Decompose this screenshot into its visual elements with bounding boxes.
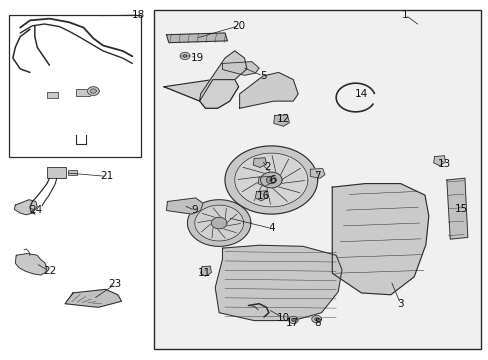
Polygon shape (183, 54, 186, 57)
Polygon shape (90, 89, 96, 93)
Polygon shape (266, 176, 276, 184)
Polygon shape (288, 316, 298, 323)
Text: 3: 3 (396, 299, 403, 309)
Text: 12: 12 (276, 114, 289, 124)
Bar (9, 15, 141, 157)
Text: 23: 23 (108, 279, 122, 289)
Text: 14: 14 (354, 89, 367, 99)
Polygon shape (200, 266, 211, 276)
Polygon shape (14, 200, 37, 215)
Polygon shape (234, 153, 307, 207)
Text: 7: 7 (314, 171, 320, 181)
Text: 8: 8 (314, 319, 320, 328)
Text: 1: 1 (401, 10, 408, 20)
Bar (154, 10, 480, 348)
Text: 20: 20 (232, 21, 244, 31)
Polygon shape (260, 172, 282, 188)
Polygon shape (87, 87, 99, 95)
Polygon shape (273, 115, 289, 126)
Text: 24: 24 (29, 206, 42, 216)
Text: 13: 13 (437, 159, 450, 169)
Text: 2: 2 (264, 162, 271, 172)
Polygon shape (215, 245, 341, 320)
Polygon shape (15, 253, 47, 275)
Polygon shape (222, 62, 259, 75)
Polygon shape (187, 200, 250, 246)
Text: 18: 18 (132, 10, 145, 20)
Text: 4: 4 (267, 224, 274, 233)
Polygon shape (331, 184, 428, 295)
Polygon shape (166, 33, 227, 42)
Text: 10: 10 (276, 313, 289, 323)
Text: 17: 17 (285, 319, 298, 328)
Bar (68, 170, 77, 175)
Text: 16: 16 (256, 191, 269, 201)
Polygon shape (310, 168, 325, 178)
Polygon shape (194, 205, 243, 241)
Bar (47, 167, 65, 178)
Bar (76, 89, 90, 96)
Polygon shape (224, 146, 317, 214)
Text: 11: 11 (198, 268, 211, 278)
Polygon shape (311, 316, 321, 323)
Text: 6: 6 (269, 175, 276, 185)
Text: 5: 5 (259, 71, 266, 81)
Polygon shape (180, 52, 189, 59)
Text: 22: 22 (43, 266, 56, 276)
Polygon shape (314, 318, 318, 320)
Polygon shape (166, 198, 203, 214)
Polygon shape (65, 289, 122, 307)
Bar (47, 93, 58, 98)
Polygon shape (291, 319, 295, 321)
Text: 9: 9 (191, 206, 198, 216)
Polygon shape (163, 80, 238, 108)
Polygon shape (255, 191, 267, 201)
Polygon shape (199, 51, 246, 101)
Polygon shape (258, 176, 271, 186)
Polygon shape (433, 156, 445, 166)
Text: 15: 15 (454, 204, 467, 214)
Polygon shape (239, 72, 298, 108)
Polygon shape (211, 217, 226, 229)
Polygon shape (446, 178, 467, 239)
Polygon shape (253, 158, 266, 167)
Text: 21: 21 (100, 171, 113, 181)
Text: 19: 19 (190, 53, 203, 63)
